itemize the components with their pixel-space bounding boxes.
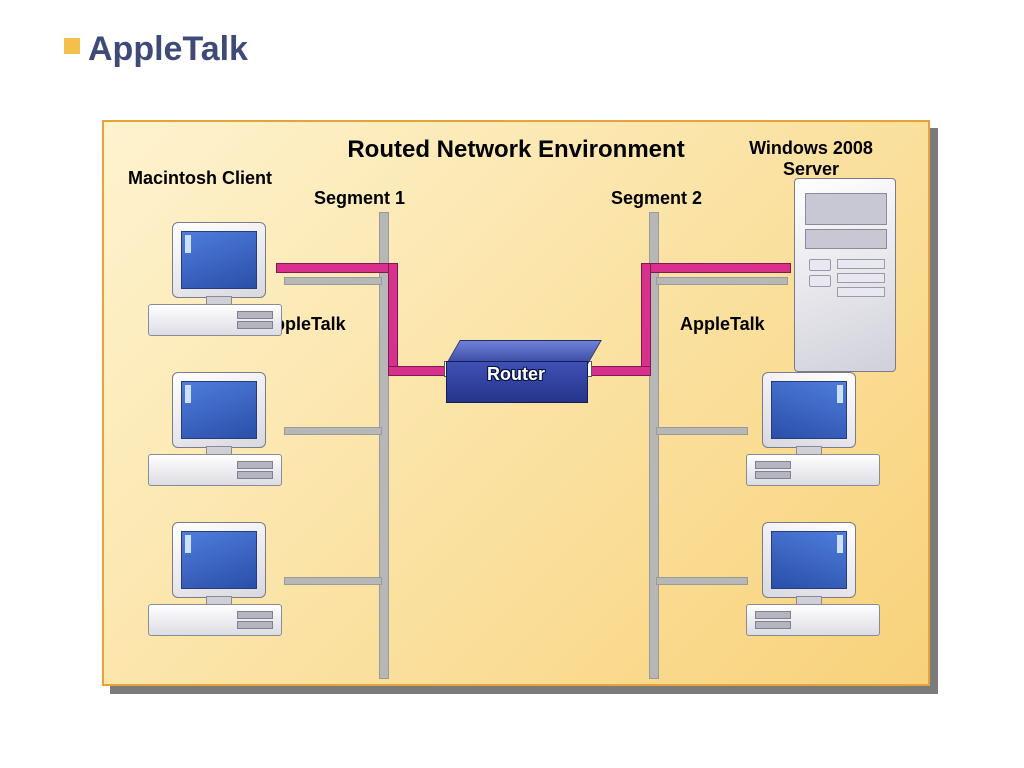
drive-icon <box>755 621 791 629</box>
cpu-box-icon <box>148 604 282 636</box>
cable-right-v1 <box>641 263 651 376</box>
label-segment-1: Segment 1 <box>314 188 405 209</box>
cpu-box-icon <box>148 304 282 336</box>
drive-icon <box>237 611 273 619</box>
cable-left-h1 <box>276 263 390 273</box>
drive-icon <box>237 321 273 329</box>
drive-icon <box>755 611 791 619</box>
title-bullet <box>64 38 80 54</box>
bus-right-tap-3 <box>656 577 748 585</box>
drive-icon <box>755 461 791 469</box>
server-bay-icon <box>837 287 885 297</box>
screen-highlight-icon <box>185 385 191 403</box>
bus-left-tap-3 <box>284 577 382 585</box>
bus-left-tap-2 <box>284 427 382 435</box>
panel-title: Routed Network Environment <box>347 136 684 164</box>
router-device: Router <box>446 340 586 406</box>
cable-left-v1 <box>388 263 398 376</box>
computer-left-2 <box>144 372 284 492</box>
label-macintosh-client: Macintosh Client <box>128 168 272 189</box>
monitor-icon <box>172 522 266 598</box>
label-windows-server-line2: Server <box>783 159 839 179</box>
label-appletalk-right: AppleTalk <box>680 314 765 335</box>
label-segment-2: Segment 2 <box>611 188 702 209</box>
screen-icon <box>771 531 847 589</box>
drive-icon <box>237 461 273 469</box>
monitor-icon <box>762 372 856 448</box>
server-button-icon <box>809 275 831 287</box>
screen-icon <box>181 231 257 289</box>
drive-icon <box>237 311 273 319</box>
diagram-panel: Routed Network Environment Macintosh Cli… <box>102 120 930 686</box>
drive-icon <box>237 471 273 479</box>
screen-highlight-icon <box>185 535 191 553</box>
cpu-box-icon <box>148 454 282 486</box>
cpu-box-icon <box>746 454 880 486</box>
label-windows-server: Windows 2008 Server <box>726 138 896 180</box>
bus-right-tap-1 <box>656 277 788 285</box>
computer-right-2 <box>744 522 884 642</box>
screen-highlight-icon <box>837 535 843 553</box>
slide-container: AppleTalk Routed Network Environment Mac… <box>0 0 1024 768</box>
server-button-icon <box>809 259 831 271</box>
computer-left-1 <box>144 222 284 342</box>
server-panel-icon <box>805 229 887 249</box>
cable-right-h1 <box>649 263 791 273</box>
monitor-icon <box>762 522 856 598</box>
screen-icon <box>181 531 257 589</box>
screen-highlight-icon <box>837 385 843 403</box>
server-tower <box>794 178 896 372</box>
server-panel-icon <box>805 193 887 225</box>
bus-right-tap-2 <box>656 427 748 435</box>
bus-left-tap-1 <box>284 277 382 285</box>
cpu-box-icon <box>746 604 880 636</box>
server-bay-icon <box>837 259 885 269</box>
monitor-icon <box>172 372 266 448</box>
screen-icon <box>771 381 847 439</box>
computer-left-3 <box>144 522 284 642</box>
slide-title: AppleTalk <box>88 30 248 69</box>
screen-icon <box>181 381 257 439</box>
monitor-icon <box>172 222 266 298</box>
drive-icon <box>755 471 791 479</box>
screen-highlight-icon <box>185 235 191 253</box>
server-bay-icon <box>837 273 885 283</box>
router-label: Router <box>487 364 545 385</box>
drive-icon <box>237 621 273 629</box>
computer-right-1 <box>744 372 884 492</box>
label-windows-server-line1: Windows 2008 <box>749 138 873 158</box>
